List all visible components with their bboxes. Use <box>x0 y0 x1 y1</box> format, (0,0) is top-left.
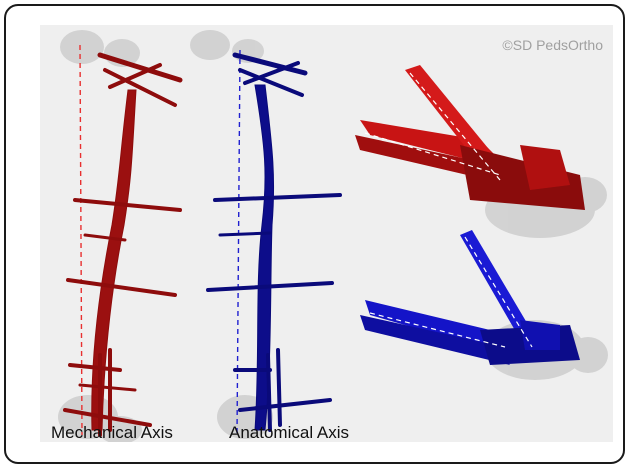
blue-3d-frame <box>360 230 580 365</box>
condyle-right-bottom-b <box>568 337 608 373</box>
anatomical-axis-caption: Anatomical Axis <box>229 423 349 442</box>
anatomical-axis-line <box>236 49 241 436</box>
red-3d-frame <box>355 65 585 210</box>
femoral-head-mid <box>190 30 230 60</box>
mechanical-axis-model <box>63 52 183 437</box>
image-panel: ©SD PedsOrtho Mechanical Axis Anatomical… <box>40 25 613 442</box>
mechanical-axis-caption: Mechanical Axis <box>51 423 173 442</box>
femoral-head-left <box>60 30 104 64</box>
copyright-watermark: ©SD PedsOrtho <box>502 37 603 53</box>
anatomical-axis-model <box>206 52 342 432</box>
mechanical-axis-line <box>79 44 83 436</box>
bone-models-illustration <box>58 30 608 442</box>
